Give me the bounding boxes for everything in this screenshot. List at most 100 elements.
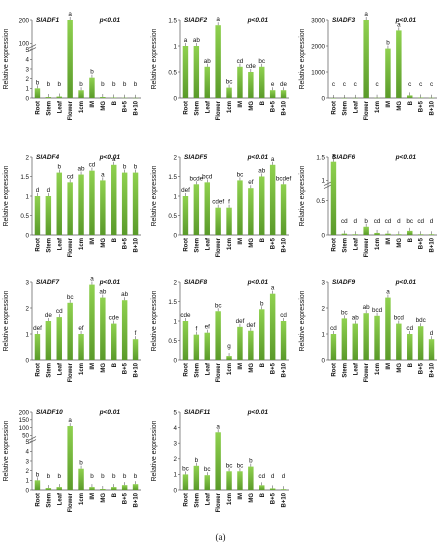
x-tick-label: Leaf [57,362,63,375]
x-tick-label: 1cm [79,238,85,250]
x-tick-label: Root [35,101,41,115]
bar [280,489,287,490]
bar [78,468,84,490]
x-tick-label: Flower [364,100,370,120]
bar [56,317,62,360]
significance-letter: cd [341,218,348,225]
x-tick-label: MG [101,493,107,503]
bar [56,172,62,235]
bar [45,97,52,98]
x-tick-label: B [112,492,118,497]
y-axis-label: Relative expression [151,420,158,481]
x-tick-label: Stem [194,493,200,508]
x-tick-label: Stem [46,363,52,378]
x-tick-label: Leaf [57,100,63,113]
x-tick-label: B+10 [134,492,140,507]
y-tick-label: 150 [19,417,30,424]
significance-letter: def [246,322,255,329]
x-tick-label: MG [249,101,255,111]
significance-letter: bc [226,462,233,469]
bar [280,90,287,98]
significance-letter: ab [363,304,371,311]
significance-letter: c [375,81,378,88]
y-tick-label: 3 [26,66,30,73]
x-tick-label: Leaf [57,492,63,505]
significance-letter: def [33,325,42,332]
significance-letter: b [101,473,105,480]
bar [89,170,95,235]
x-tick-label: B+10 [134,237,140,252]
y-tick-label: 1 [26,478,30,485]
bar [204,475,210,490]
significance-letter: bc [226,79,233,86]
y-axis-label: Relative expression [151,165,158,226]
x-tick-label: MG [101,363,107,373]
x-tick-label: MG [101,238,107,248]
x-tick-label: B+5 [271,492,277,504]
y-tick-label: 0 [26,95,30,102]
x-tick-label: B+10 [430,100,436,115]
x-tick-label: B+10 [134,362,140,377]
significance-letter: cd [330,325,337,332]
x-tick-label: IM [238,493,244,500]
bar [100,180,106,235]
x-tick-label: Stem [342,363,348,378]
y-tick-label: 1.5 [168,174,177,181]
y-tick-label: 2000 [311,43,325,50]
y-tick-label: 3 [174,441,178,448]
significance-letter: c [430,81,433,88]
bar [78,174,84,235]
y-tick-label: 2 [26,76,30,83]
significance-letter: ef [78,325,84,332]
y-tick-label: 200 [19,17,30,24]
x-tick-label: Stem [194,363,200,378]
bar [226,207,232,235]
x-tick-label: B [112,362,118,367]
y-tick-label: 1 [26,331,30,338]
chart-title: SlADF4 [36,154,60,161]
bar [259,176,265,235]
significance-letter: ab [193,37,201,44]
bar [56,487,62,490]
x-tick-label: 1cm [79,101,85,113]
significance-letter: def [181,187,190,194]
bar [215,311,221,360]
bar [352,234,358,235]
significance-letter: bc [182,465,189,472]
bar [45,321,52,360]
x-tick-label: Flower [68,492,74,512]
significance-letter: cd [67,173,74,180]
bar [428,339,435,360]
x-tick-label: IM [386,238,392,245]
significance-letter: bc [215,302,222,309]
x-tick-label: 1cm [227,363,233,375]
y-tick-label: 1 [26,193,30,200]
bar [121,172,128,235]
bar [385,48,391,98]
significance-letter: ab [204,58,212,65]
chart-title: SlADF3 [332,17,356,24]
x-tick-label: 1cm [79,363,85,375]
p-value-label: p<0.01 [99,154,121,161]
x-tick-label: Leaf [205,100,211,113]
x-tick-label: B+5 [123,492,129,504]
significance-letter: c [332,81,335,88]
significance-letter: d [397,218,401,225]
bar [89,487,95,490]
chart-title: SlADF8 [184,279,208,286]
x-tick-label: MG [249,493,255,503]
bar [363,226,369,235]
significance-letter: def [236,318,245,325]
axis-break-mark [27,44,37,52]
bar [428,234,435,235]
significance-letter: b [195,457,199,464]
x-tick-label: Root [183,101,189,115]
x-tick-label: MG [397,363,403,373]
bar [182,196,189,235]
bar [34,334,41,360]
bar [385,297,391,360]
significance-letter: c [408,81,411,88]
y-tick-label: 0 [322,232,326,239]
y-tick-label: 2 [26,154,30,161]
